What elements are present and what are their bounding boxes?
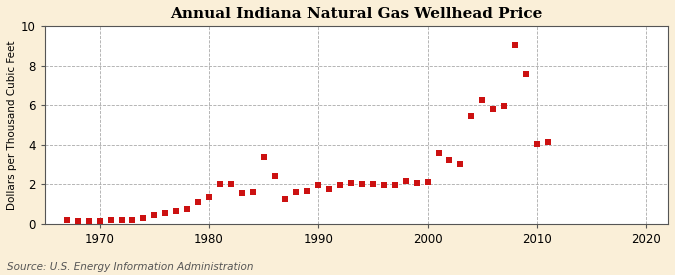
Point [192, 200, 203, 205]
Point [291, 190, 302, 195]
Point [127, 218, 138, 222]
Point [105, 218, 116, 223]
Point [389, 183, 400, 187]
Point [346, 181, 356, 186]
Point [269, 174, 280, 178]
Point [499, 103, 510, 108]
Point [455, 161, 466, 166]
Point [138, 216, 148, 220]
Point [225, 182, 236, 186]
Point [543, 139, 554, 144]
Point [510, 43, 520, 47]
Point [236, 191, 247, 196]
Point [302, 189, 313, 193]
Text: Source: U.S. Energy Information Administration: Source: U.S. Energy Information Administ… [7, 262, 253, 272]
Point [313, 183, 324, 187]
Point [182, 207, 192, 211]
Point [488, 107, 499, 111]
Point [335, 183, 346, 188]
Point [466, 114, 477, 119]
Point [204, 194, 215, 199]
Y-axis label: Dollars per Thousand Cubic Feet: Dollars per Thousand Cubic Feet [7, 40, 17, 210]
Point [367, 182, 378, 186]
Point [379, 183, 389, 187]
Point [280, 197, 291, 201]
Point [160, 211, 171, 216]
Point [422, 179, 433, 184]
Title: Annual Indiana Natural Gas Wellhead Price: Annual Indiana Natural Gas Wellhead Pric… [170, 7, 543, 21]
Point [400, 178, 411, 183]
Point [61, 218, 72, 223]
Point [356, 182, 367, 186]
Point [520, 72, 531, 76]
Point [247, 190, 258, 194]
Point [444, 158, 455, 162]
Point [116, 218, 127, 223]
Point [531, 141, 542, 146]
Point [477, 97, 487, 102]
Point [72, 218, 83, 223]
Point [95, 218, 105, 223]
Point [215, 182, 225, 186]
Point [259, 155, 269, 159]
Point [171, 208, 182, 213]
Point [433, 151, 444, 156]
Point [324, 187, 335, 191]
Point [149, 213, 160, 218]
Point [83, 218, 94, 223]
Point [411, 181, 422, 185]
